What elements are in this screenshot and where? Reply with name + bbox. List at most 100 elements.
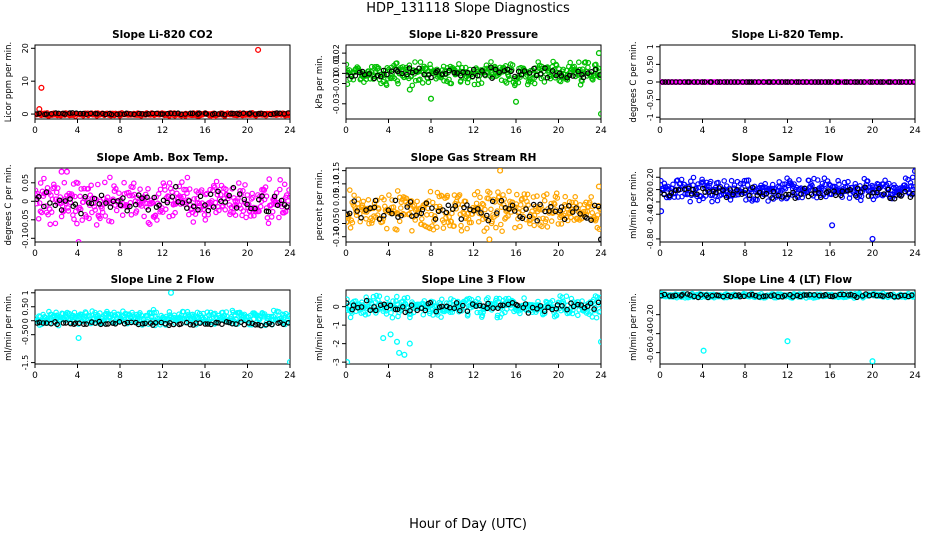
all-point (366, 220, 372, 227)
x-tick-label: 20 (867, 249, 879, 259)
y-tick-label: -0.80 (646, 229, 655, 250)
all-point (503, 80, 510, 86)
median-point (845, 292, 852, 298)
all-point (417, 76, 423, 83)
all-point (530, 194, 537, 200)
median-point (741, 293, 747, 300)
median-point (56, 197, 63, 204)
median-point (121, 320, 128, 327)
median-point (698, 291, 704, 298)
median-point (81, 321, 87, 328)
median-point (152, 319, 159, 326)
all-point (388, 309, 394, 316)
median-point (841, 79, 848, 85)
all-point (281, 181, 288, 188)
x-tick-label: 12 (782, 249, 793, 259)
all-point (539, 223, 545, 230)
median-point (672, 187, 679, 194)
all-point (595, 65, 601, 71)
all-point (346, 187, 353, 193)
median-point (768, 293, 774, 299)
median-point (377, 73, 384, 80)
median-point (267, 111, 274, 118)
median-point (690, 186, 696, 193)
all-point (257, 193, 263, 200)
all-point (589, 314, 596, 320)
median-point (433, 308, 440, 315)
all-point (508, 305, 514, 311)
all-point (814, 177, 821, 183)
median-point (197, 320, 203, 326)
all-point (119, 212, 126, 219)
all-point (347, 225, 354, 231)
all-point (251, 212, 257, 219)
median-point (748, 79, 755, 85)
median-point (792, 195, 799, 202)
median-point (496, 69, 503, 76)
all-point (557, 78, 564, 85)
median-point (187, 110, 194, 117)
median-point (72, 201, 79, 208)
median-point (885, 186, 892, 193)
median-point (891, 195, 898, 202)
median-point (762, 293, 769, 299)
all-point (709, 198, 715, 205)
all-point (41, 175, 47, 182)
all-point (589, 77, 596, 83)
y-tick-label: 0 (332, 304, 341, 309)
median-point (226, 319, 232, 326)
all-point (438, 296, 445, 303)
all-point (53, 309, 59, 316)
y-tick-label: 10 (21, 76, 30, 86)
all-point (142, 191, 149, 198)
median-point (164, 110, 171, 117)
median-point (255, 111, 262, 117)
median-point (734, 187, 740, 193)
all-point (687, 178, 694, 185)
all-point (240, 188, 246, 194)
x-tick-label: 16 (199, 126, 211, 136)
median-point (407, 307, 413, 314)
all-point (52, 220, 59, 227)
median-point (241, 196, 248, 203)
all-point (157, 186, 164, 193)
median-point (769, 195, 775, 201)
median-point (808, 191, 815, 198)
all-outlier-point (497, 168, 504, 174)
median-point (445, 202, 452, 209)
all-point (564, 217, 571, 224)
median-point (907, 194, 914, 201)
median-point (579, 71, 585, 78)
all-point (563, 293, 570, 300)
all-point (137, 186, 143, 193)
panel-title: Slope Sample Flow (732, 152, 844, 164)
all-point (102, 213, 109, 219)
all-point (65, 208, 72, 214)
median-point (730, 191, 736, 198)
all-point (277, 177, 284, 183)
median-point (545, 304, 551, 311)
x-tick-label: 16 (510, 371, 522, 381)
median-point (522, 301, 529, 307)
all-point (835, 177, 841, 184)
all-point (911, 293, 915, 299)
all-point (444, 192, 451, 199)
median-point (587, 300, 594, 307)
all-point (222, 207, 229, 213)
all-point (542, 218, 549, 225)
median-point (40, 320, 47, 326)
all-point (145, 186, 151, 192)
median-point (190, 203, 197, 210)
all-point (505, 213, 511, 219)
all-outlier-point (63, 168, 70, 175)
x-tick-label: 24 (909, 249, 921, 259)
median-point (394, 306, 401, 313)
median-point (124, 207, 131, 214)
all-point (551, 201, 558, 208)
all-point (36, 200, 43, 206)
median-point (811, 292, 818, 298)
all-point (286, 187, 290, 193)
x-tick-label: 4 (75, 126, 81, 136)
median-point (861, 79, 867, 85)
all-outlier-point (167, 290, 175, 296)
